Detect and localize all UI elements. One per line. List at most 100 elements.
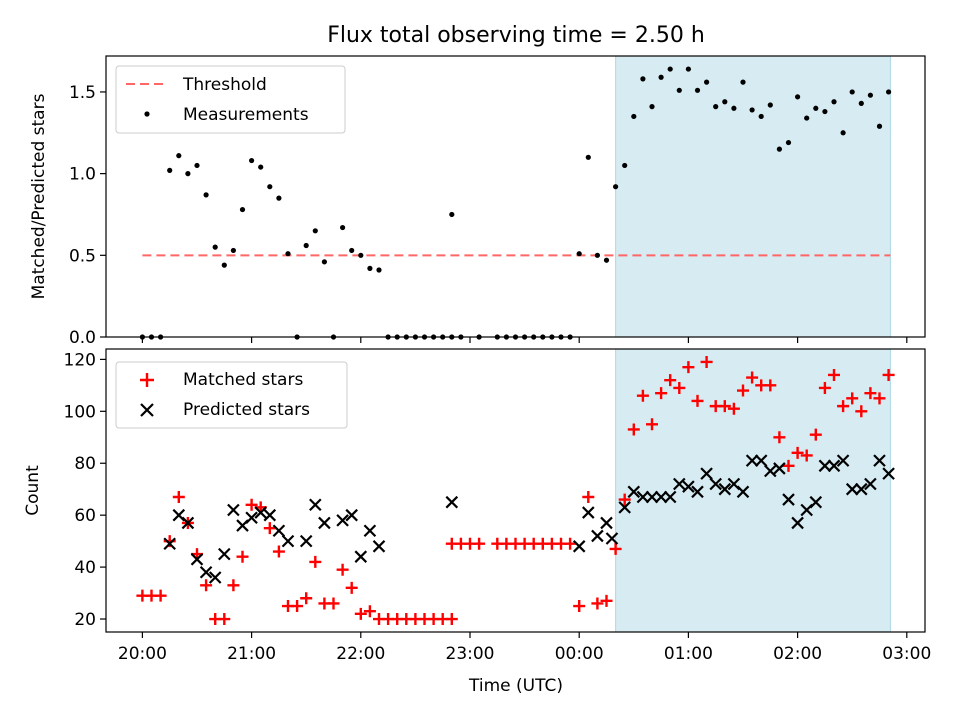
measurement-point (740, 79, 746, 85)
measurement-point (230, 247, 236, 254)
bottom-y-tick-label: 20 (74, 610, 96, 630)
measurement-point (239, 206, 246, 213)
measurement-point (694, 87, 701, 93)
legend-predicted-swatch (140, 403, 154, 417)
predicted-star-point (791, 516, 804, 530)
matched-star-point (291, 600, 304, 613)
measurement-point (176, 153, 182, 159)
top-highlight-span (615, 55, 891, 338)
measurement-point (785, 139, 792, 146)
matched-star-point (227, 579, 240, 592)
x-tick-label: 03:00 (882, 644, 931, 664)
matched-star-point (718, 400, 731, 413)
matched-star-point (309, 555, 322, 568)
bottom-highlight-span (615, 348, 891, 633)
matched-star-point (727, 402, 740, 415)
matched-star-point (354, 607, 367, 620)
predicted-star-point (345, 508, 358, 522)
measurement-point (831, 99, 837, 105)
measurement-point (685, 66, 692, 72)
matched-star-point (582, 490, 595, 503)
measurement-point (221, 262, 227, 268)
predicted-star-point (654, 490, 668, 504)
predicted-star-point (663, 490, 677, 504)
measurement-point (622, 162, 628, 169)
predicted-star-point (636, 490, 650, 504)
top-x-ticks (141, 337, 908, 343)
matched-star-point (855, 405, 868, 418)
predicted-star-point (372, 540, 386, 553)
predicted-star-point (818, 459, 832, 473)
measurement-point (358, 252, 364, 258)
matched-star-point (172, 490, 185, 503)
matched-star-point (646, 418, 658, 431)
predicted-star-point (582, 506, 595, 519)
measurement-point (795, 94, 801, 100)
predicted-star-point (605, 532, 619, 545)
measurement-point (603, 257, 610, 263)
figure-title: Flux total observing time = 2.50 h (327, 23, 705, 48)
predicted-star-point (181, 516, 195, 530)
predicted-star-point (645, 490, 659, 504)
legend-measurements-swatch (144, 111, 150, 117)
predicted-star-point (845, 482, 859, 496)
matched-star-point (882, 368, 895, 381)
predicted-star-point (363, 524, 377, 538)
measurement-point (886, 89, 892, 95)
measurement-point (340, 224, 346, 231)
bottom-y-tick-label: 100 (64, 402, 96, 422)
matched-star-point (327, 597, 340, 610)
measurement-point (185, 171, 191, 177)
measurement-point (585, 154, 591, 160)
x-tick-label: 20:00 (118, 644, 167, 664)
measurement-point (858, 100, 864, 106)
predicted-star-point (254, 506, 267, 519)
measurement-point (167, 167, 173, 173)
measurement-point (321, 259, 327, 265)
matched-star-point (163, 535, 176, 548)
measurement-point (758, 113, 764, 120)
matched-star-point (700, 355, 713, 368)
matched-star-point (627, 423, 640, 436)
measurement-point (731, 105, 737, 111)
predicted-star-point (199, 566, 213, 579)
measurement-point (267, 184, 273, 190)
measurement-point (312, 228, 318, 234)
predicted-star-point (782, 493, 795, 506)
matched-star-point (263, 522, 276, 535)
predicted-star-point (691, 485, 704, 499)
measurement-point (285, 251, 291, 257)
measurement-point (704, 79, 710, 85)
matched-star-point (773, 431, 786, 444)
predicted-star-point (773, 462, 786, 475)
measurement-point (631, 113, 637, 120)
top-y-tick-label: 1.5 (69, 83, 96, 103)
matched-star-point (609, 542, 622, 555)
measurements-series (139, 66, 892, 340)
predicted-star-point (873, 454, 886, 467)
top-axes-frame (105, 55, 926, 338)
predicted-star-point (591, 529, 604, 543)
matched-star-point (828, 368, 840, 381)
matched-star-point (800, 449, 813, 462)
predicted-star-point (281, 534, 295, 548)
measurement-point (658, 74, 664, 80)
matched-star-point (345, 581, 358, 594)
bottom-x-ticks: 20:00 21:00 22:00 23:00 00:00 01:00 02:00 03:00 (118, 632, 931, 664)
predicted-star-point (827, 459, 841, 473)
bottom-y-tick-label: 40 (74, 558, 96, 578)
matched-star-point (673, 381, 686, 394)
matched-star-point (846, 392, 859, 405)
measurement-point (594, 252, 601, 258)
matched-star-point (236, 550, 249, 563)
predicted-star-point (218, 547, 231, 561)
predicted-star-point (836, 454, 850, 467)
measurement-point (867, 92, 874, 98)
matched-star-point (682, 361, 695, 374)
predicted-star-point (354, 550, 368, 563)
top-panel: 0.0 0.5 1.0 1.5 Matched/Predicted stars Thr… (29, 55, 926, 348)
predicted-star-point (745, 454, 759, 467)
bottom-axes-frame (105, 348, 926, 633)
predicted-star-point (245, 511, 258, 525)
